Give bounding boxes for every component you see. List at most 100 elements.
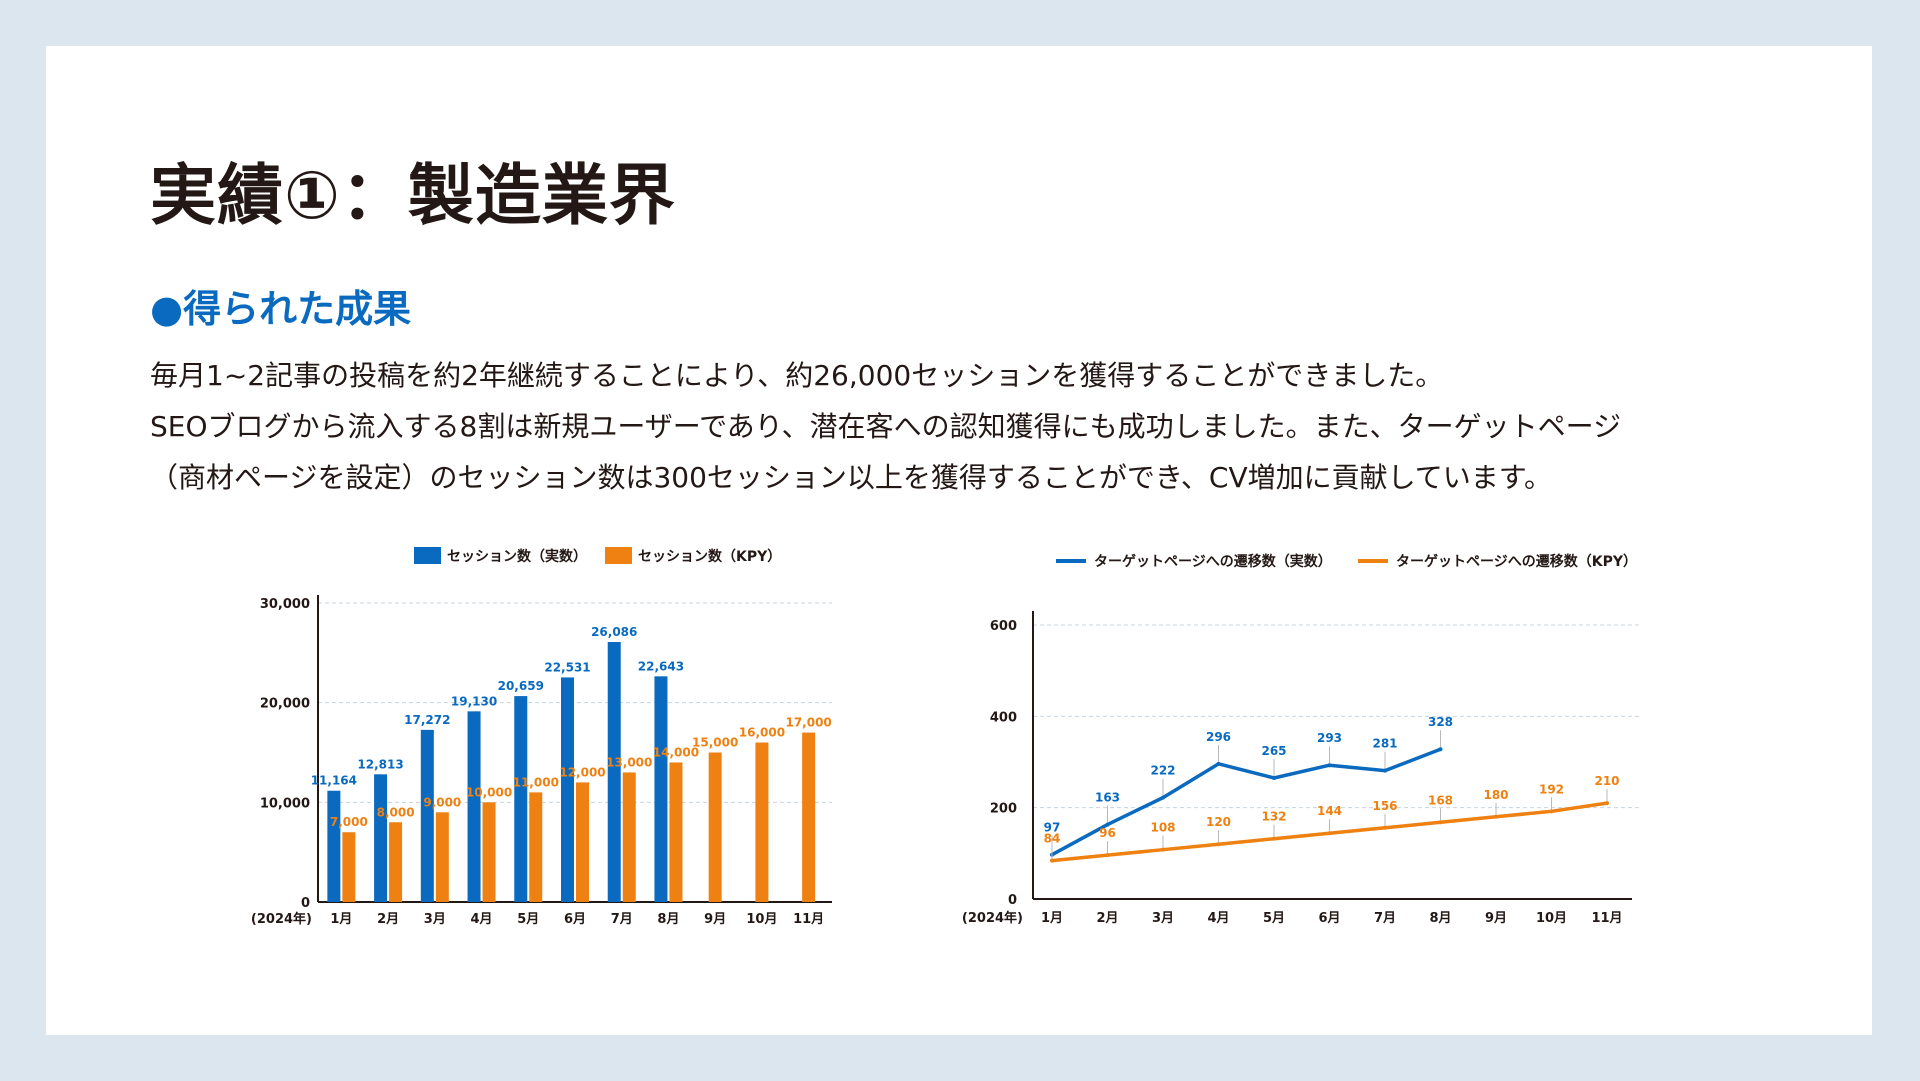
- data-label: 281: [1372, 737, 1397, 751]
- legend-swatch: [605, 547, 632, 564]
- data-label: 15,000: [692, 736, 738, 750]
- x-tick-label: 4月: [471, 912, 493, 927]
- data-label: 265: [1261, 744, 1286, 758]
- data-label: 19,130: [451, 694, 497, 708]
- data-point: [1272, 775, 1276, 780]
- data-label: 97: [1044, 821, 1061, 835]
- data-point: [1216, 761, 1221, 766]
- data-label: 10,000: [466, 785, 512, 799]
- legend-swatch: [414, 547, 441, 564]
- data-label: 8,000: [377, 805, 415, 819]
- bar: [342, 832, 356, 902]
- bar: [529, 792, 543, 902]
- data-label: 120: [1206, 815, 1231, 829]
- x-tick-label: 9月: [704, 912, 726, 927]
- data-point: [1383, 825, 1387, 830]
- data-label: 180: [1483, 788, 1508, 802]
- session-bar-chart: セッション数（実数） セッション数（KPY） 0 10,000 20,000 30,000…: [251, 547, 832, 927]
- data-point: [1549, 809, 1554, 814]
- data-label: 192: [1539, 782, 1564, 796]
- x-tick-label: 8月: [1429, 911, 1451, 926]
- bar: [374, 774, 388, 902]
- data-point: [1327, 763, 1332, 768]
- bar: [708, 752, 722, 902]
- body-line: （商材ページを設定）のセッション数は300セッション以上を獲得することができ、C…: [150, 461, 1552, 494]
- bar: [389, 822, 403, 902]
- data-label: 210: [1594, 774, 1619, 788]
- bar: [482, 802, 496, 902]
- x-tick-label: 2月: [1096, 911, 1118, 926]
- data-label: 293: [1317, 731, 1342, 745]
- bar: [420, 729, 434, 902]
- data-label: 168: [1428, 793, 1453, 807]
- data-label: 12,000: [559, 765, 605, 779]
- data-label: 20,659: [498, 679, 544, 693]
- x-tick-label: 11月: [1591, 911, 1622, 926]
- data-point: [1105, 853, 1110, 858]
- bar: [654, 676, 668, 902]
- bar: [755, 742, 769, 902]
- body-line: 毎月1~2記事の投稿を約2年継続することにより、約26,000セッションを獲得す…: [150, 359, 1444, 392]
- x-tick-label: 7月: [611, 912, 633, 927]
- data-label: 11,164: [311, 774, 357, 788]
- data-label: 14,000: [653, 745, 699, 759]
- bar: [467, 711, 481, 902]
- data-label: 9,000: [423, 795, 461, 809]
- bar: [514, 696, 528, 902]
- x-tick-label: 5月: [517, 912, 539, 927]
- data-label: 163: [1095, 791, 1120, 805]
- data-point: [1438, 747, 1443, 752]
- data-point: [1605, 801, 1609, 806]
- x-tick-label: 11月: [793, 912, 824, 927]
- data-point: [1050, 858, 1054, 863]
- data-point: [1105, 822, 1110, 827]
- body-text: 毎月1~2記事の投稿を約2年継続することにより、約26,000セッションを獲得す…: [150, 350, 1830, 503]
- data-label: 11,000: [513, 775, 559, 789]
- body-line: SEOブログから流入する8割は新規ユーザーであり、潜在客への認知獲得にも成功しま…: [150, 410, 1622, 443]
- y-tick-label: 30,000: [260, 597, 310, 612]
- x-tick-label: 6月: [1318, 911, 1340, 926]
- data-label: 132: [1261, 810, 1286, 824]
- data-label: 328: [1428, 715, 1453, 729]
- bar: [622, 772, 636, 902]
- data-label: 17,272: [404, 713, 450, 727]
- bar: [607, 642, 621, 902]
- data-label: 26,086: [591, 625, 637, 639]
- x-year-label: (2024年): [251, 911, 312, 927]
- data-point: [1161, 847, 1165, 852]
- x-tick-label: 9月: [1485, 911, 1507, 926]
- data-label: 144: [1317, 804, 1342, 818]
- data-label: 96: [1099, 826, 1116, 840]
- data-label: 296: [1206, 730, 1231, 744]
- data-label: 13,000: [606, 755, 652, 769]
- y-tick-label: 20,000: [260, 697, 310, 712]
- legend-label: セッション数（KPY）: [638, 548, 781, 565]
- data-label: 22,531: [544, 660, 590, 674]
- legend-label: ターゲットページへの遷移数（実数）: [1094, 553, 1332, 570]
- x-tick-label: 7月: [1374, 911, 1396, 926]
- x-tick-label: 1月: [330, 912, 352, 927]
- bar: [561, 677, 574, 902]
- x-tick-label: 3月: [424, 912, 446, 927]
- data-label: 17,000: [785, 716, 831, 730]
- data-label: 222: [1150, 764, 1175, 778]
- section-subtitle: ●得られた成果: [150, 287, 412, 331]
- data-point: [1216, 842, 1221, 847]
- bar: [435, 812, 449, 902]
- x-tick-label: 5月: [1263, 911, 1285, 926]
- page-title: 実績①：製造業界: [150, 157, 676, 234]
- bar: [576, 782, 589, 902]
- bar: [802, 732, 816, 902]
- x-tick-label: 10月: [1536, 911, 1567, 926]
- data-point: [1161, 795, 1165, 800]
- x-tick-label: 3月: [1152, 911, 1174, 926]
- y-tick-label: 0: [301, 896, 310, 911]
- legend-label: ターゲットページへの遷移数（KPY）: [1396, 553, 1637, 570]
- bar: [327, 790, 341, 902]
- y-tick-label: 10,000: [260, 796, 310, 811]
- bar: [669, 762, 683, 902]
- data-label: 7,000: [330, 815, 368, 829]
- x-tick-label: 8月: [657, 912, 679, 927]
- data-point: [1327, 831, 1332, 836]
- data-label: 22,643: [638, 659, 684, 673]
